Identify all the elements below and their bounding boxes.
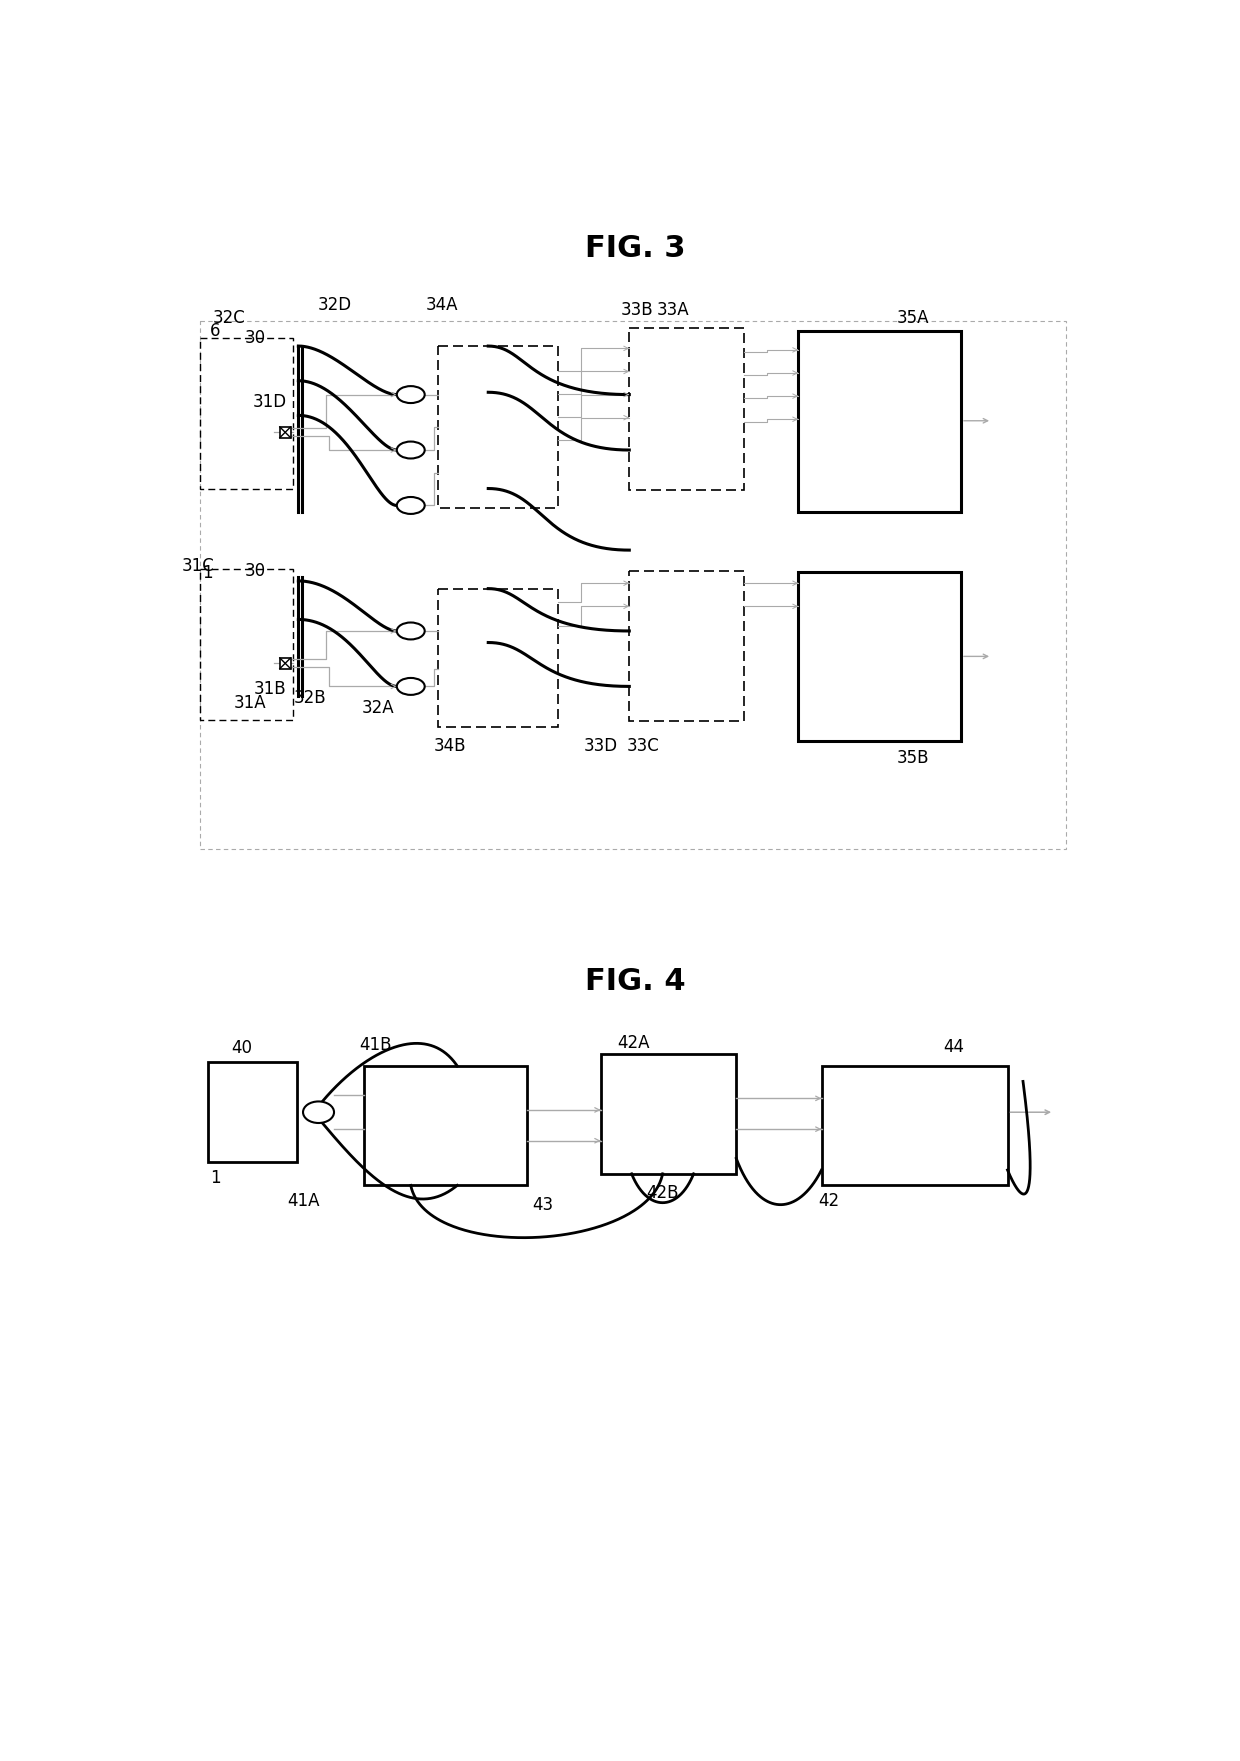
Text: 33C: 33C	[627, 738, 660, 755]
Bar	[280, 426, 290, 438]
Text: 35A: 35A	[897, 308, 929, 326]
Text: FIG. 3: FIG. 3	[585, 234, 686, 262]
Bar	[600, 1055, 737, 1175]
Text: 34B: 34B	[433, 738, 466, 755]
Bar	[438, 588, 558, 727]
Text: 31A: 31A	[233, 694, 265, 711]
Ellipse shape	[397, 497, 424, 514]
Text: 31C: 31C	[181, 556, 215, 574]
Text: 1: 1	[202, 564, 213, 583]
Text: 40: 40	[232, 1039, 252, 1057]
Text: 1: 1	[210, 1169, 221, 1187]
Ellipse shape	[397, 442, 424, 458]
Text: 32C: 32C	[212, 308, 246, 326]
Ellipse shape	[397, 678, 424, 696]
Text: 32A: 32A	[362, 699, 394, 717]
Text: 41A: 41A	[288, 1192, 320, 1210]
Bar	[821, 1065, 1007, 1185]
Text: 31D: 31D	[253, 393, 286, 410]
Text: 31B: 31B	[253, 680, 286, 697]
Text: 42B: 42B	[646, 1183, 678, 1203]
Bar	[280, 659, 290, 669]
Text: FIG. 4: FIG. 4	[585, 967, 686, 995]
Text: 32B: 32B	[294, 689, 326, 706]
Text: 42: 42	[818, 1192, 839, 1210]
Bar	[438, 347, 558, 507]
Text: 34A: 34A	[425, 296, 458, 313]
Text: 32D: 32D	[317, 296, 352, 313]
Text: 43: 43	[532, 1196, 553, 1213]
Text: 33D: 33D	[584, 738, 618, 755]
Text: 44: 44	[942, 1037, 963, 1057]
Bar	[629, 328, 744, 490]
Bar	[365, 1065, 527, 1185]
Bar	[629, 571, 744, 720]
Text: 30: 30	[246, 562, 267, 579]
Ellipse shape	[397, 386, 424, 403]
Bar	[200, 322, 1066, 849]
Text: 41B: 41B	[360, 1035, 392, 1055]
Bar	[200, 569, 293, 720]
Bar	[799, 572, 961, 741]
Bar	[200, 338, 293, 488]
Text: 33B: 33B	[621, 301, 653, 319]
Ellipse shape	[303, 1101, 334, 1124]
Text: 35B: 35B	[897, 748, 929, 768]
Text: 30: 30	[246, 329, 267, 347]
Text: 33A: 33A	[656, 301, 689, 319]
Text: 42A: 42A	[618, 1034, 650, 1051]
Ellipse shape	[397, 622, 424, 639]
Bar	[799, 331, 961, 512]
Text: 6: 6	[211, 322, 221, 340]
Bar	[207, 1062, 296, 1162]
